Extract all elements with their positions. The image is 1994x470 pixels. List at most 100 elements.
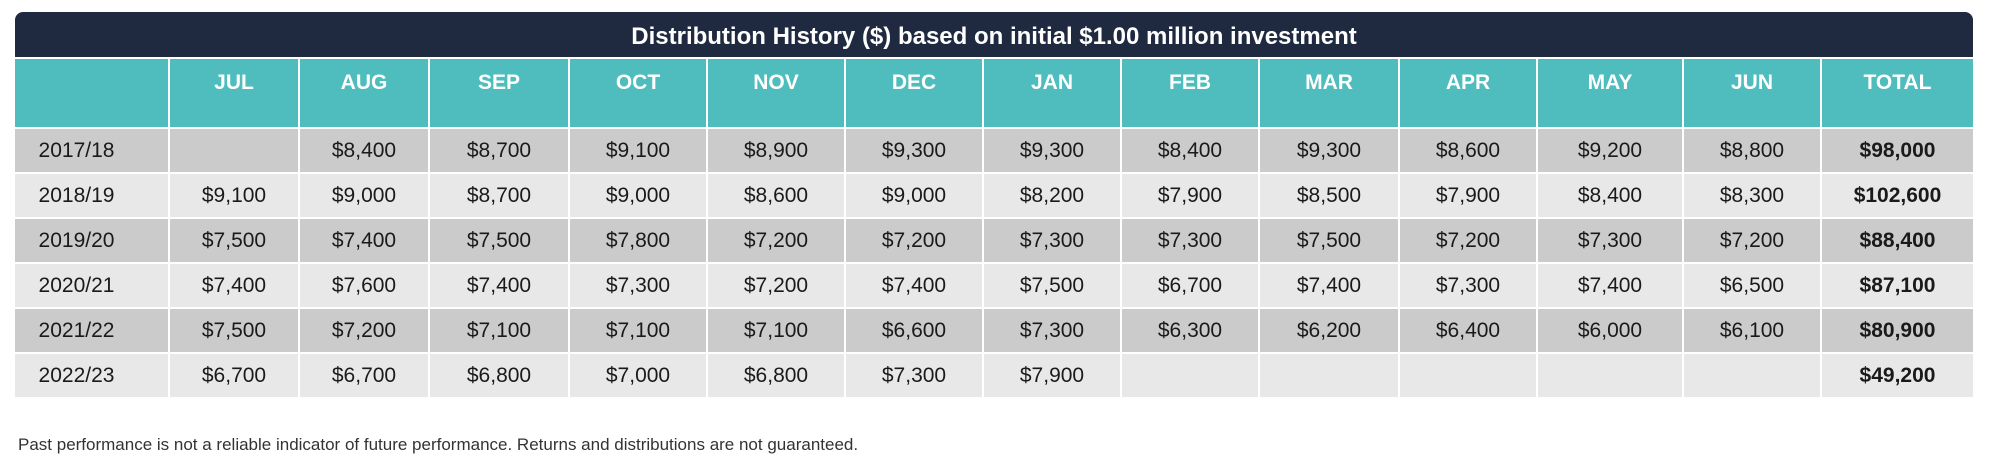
header-month-mar: MAR xyxy=(1260,57,1400,127)
value-cell: $7,900 xyxy=(984,352,1122,397)
header-month-nov: NOV xyxy=(708,57,846,127)
value-cell: $8,600 xyxy=(1400,127,1538,172)
value-cell: $6,400 xyxy=(1400,307,1538,352)
header-month-dec: DEC xyxy=(846,57,984,127)
value-cell: $7,500 xyxy=(170,217,300,262)
value-cell: $7,300 xyxy=(984,217,1122,262)
value-cell: $7,200 xyxy=(1400,217,1538,262)
value-cell: $7,300 xyxy=(1400,262,1538,307)
value-cell: $9,100 xyxy=(570,127,708,172)
row-year-cell: 2018/19 xyxy=(15,172,170,217)
row-year-cell: 2019/20 xyxy=(15,217,170,262)
header-month-jan: JAN xyxy=(984,57,1122,127)
value-cell: $7,200 xyxy=(846,217,984,262)
row-year-cell: 2021/22 xyxy=(15,307,170,352)
value-cell: $8,300 xyxy=(1684,172,1822,217)
value-cell xyxy=(1400,352,1538,397)
footnote: Past performance is not a reliable indic… xyxy=(18,435,859,454)
value-cell: $8,500 xyxy=(1260,172,1400,217)
table-row: 2021/22 $7,500 $7,200 $7,100 $7,100 $7,100 $6,… xyxy=(15,307,1973,352)
value-cell: $7,400 xyxy=(430,262,570,307)
value-cell: $8,600 xyxy=(708,172,846,217)
distribution-table: Distribution History ($) based on initia… xyxy=(15,12,1973,397)
value-cell: $7,400 xyxy=(1538,262,1684,307)
value-cell: $9,300 xyxy=(984,127,1122,172)
value-cell: $9,000 xyxy=(846,172,984,217)
header-month-may: MAY xyxy=(1538,57,1684,127)
row-total-cell: $98,000 xyxy=(1822,127,1973,172)
value-cell: $7,300 xyxy=(1122,217,1260,262)
row-year-cell: 2020/21 xyxy=(15,262,170,307)
table-row: 2018/19 $9,100 $9,000 $8,700 $9,000 $8,600 $9,… xyxy=(15,172,1973,217)
value-cell: $8,200 xyxy=(984,172,1122,217)
value-cell: $9,100 xyxy=(170,172,300,217)
header-month-jun: JUN xyxy=(1684,57,1822,127)
value-cell: $7,100 xyxy=(430,307,570,352)
value-cell: $6,300 xyxy=(1122,307,1260,352)
value-cell: $9,000 xyxy=(570,172,708,217)
row-year-cell: 2022/23 xyxy=(15,352,170,397)
header-month-aug: AUG xyxy=(300,57,430,127)
value-cell: $7,900 xyxy=(1400,172,1538,217)
value-cell: $6,800 xyxy=(430,352,570,397)
header-corner xyxy=(15,57,170,127)
value-cell: $7,500 xyxy=(430,217,570,262)
value-cell: $8,400 xyxy=(1538,172,1684,217)
value-cell: $7,400 xyxy=(170,262,300,307)
value-cell: $8,400 xyxy=(1122,127,1260,172)
value-cell: $6,200 xyxy=(1260,307,1400,352)
value-cell: $7,400 xyxy=(300,217,430,262)
value-cell xyxy=(1538,352,1684,397)
value-cell: $6,000 xyxy=(1538,307,1684,352)
table-row: 2017/18 $8,400 $8,700 $9,100 $8,900 $9,300 $9,… xyxy=(15,127,1973,172)
value-cell: $6,700 xyxy=(1122,262,1260,307)
value-cell: $7,400 xyxy=(1260,262,1400,307)
value-cell: $6,100 xyxy=(1684,307,1822,352)
value-cell: $9,200 xyxy=(1538,127,1684,172)
value-cell: $7,500 xyxy=(170,307,300,352)
value-cell: $7,300 xyxy=(846,352,984,397)
table-row: 2019/20 $7,500 $7,400 $7,500 $7,800 $7,200 $7,… xyxy=(15,217,1973,262)
value-cell: $9,300 xyxy=(1260,127,1400,172)
value-cell: $8,700 xyxy=(430,172,570,217)
header-total: TOTAL xyxy=(1822,57,1973,127)
value-cell: $7,300 xyxy=(570,262,708,307)
row-total-cell: $49,200 xyxy=(1822,352,1973,397)
value-cell: $7,500 xyxy=(1260,217,1400,262)
table-header: JUL AUG SEP OCT NOV DEC JAN FEB MAR APR … xyxy=(15,57,1973,127)
value-cell: $9,000 xyxy=(300,172,430,217)
value-cell: $7,200 xyxy=(1684,217,1822,262)
header-month-feb: FEB xyxy=(1122,57,1260,127)
header-month-jul: JUL xyxy=(170,57,300,127)
value-cell: $7,600 xyxy=(300,262,430,307)
value-cell: $6,500 xyxy=(1684,262,1822,307)
value-cell: $8,400 xyxy=(300,127,430,172)
row-total-cell: $88,400 xyxy=(1822,217,1973,262)
value-cell: $7,200 xyxy=(708,217,846,262)
value-cell: $7,100 xyxy=(708,307,846,352)
value-cell: $7,200 xyxy=(708,262,846,307)
table-row: 2020/21 $7,400 $7,600 $7,400 $7,300 $7,200 $7,… xyxy=(15,262,1973,307)
value-cell: $7,800 xyxy=(570,217,708,262)
row-total-cell: $102,600 xyxy=(1822,172,1973,217)
value-cell: $7,400 xyxy=(846,262,984,307)
row-total-cell: $87,100 xyxy=(1822,262,1973,307)
value-cell xyxy=(1122,352,1260,397)
value-cell xyxy=(1260,352,1400,397)
row-year-cell: 2017/18 xyxy=(15,127,170,172)
value-cell: $8,800 xyxy=(1684,127,1822,172)
value-cell: $6,700 xyxy=(170,352,300,397)
row-total-cell: $80,900 xyxy=(1822,307,1973,352)
value-cell: $7,000 xyxy=(570,352,708,397)
header-month-apr: APR xyxy=(1400,57,1538,127)
value-cell: $8,900 xyxy=(708,127,846,172)
value-cell xyxy=(170,127,300,172)
header-month-sep: SEP xyxy=(430,57,570,127)
table-title: Distribution History ($) based on initia… xyxy=(15,12,1973,57)
header-month-oct: OCT xyxy=(570,57,708,127)
value-cell xyxy=(1684,352,1822,397)
value-cell: $6,600 xyxy=(846,307,984,352)
value-cell: $6,700 xyxy=(300,352,430,397)
table-body: 2017/18 $8,400 $8,700 $9,100 $8,900 $9,300 $9,… xyxy=(15,127,1973,397)
value-cell: $7,500 xyxy=(984,262,1122,307)
